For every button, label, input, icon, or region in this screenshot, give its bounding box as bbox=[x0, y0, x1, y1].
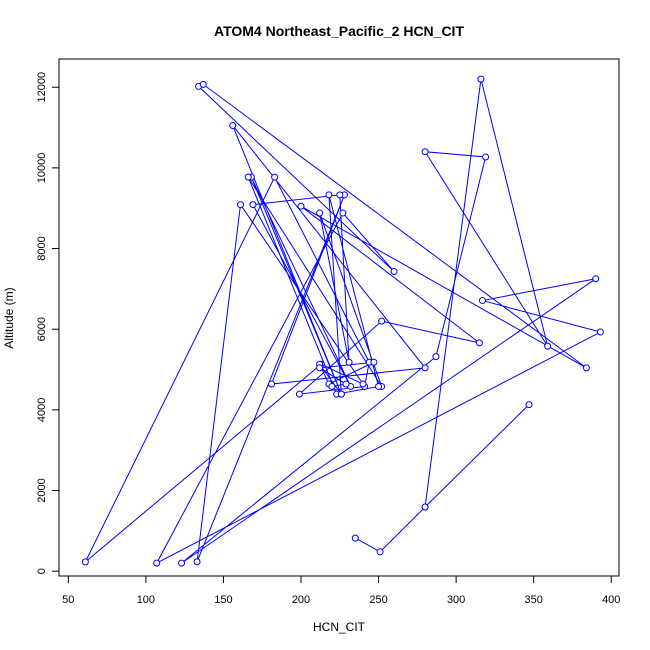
data-point bbox=[249, 201, 257, 209]
y-tick-label: 10000 bbox=[36, 153, 48, 184]
x-axis: 50 100 150 200 250 300 350 400 bbox=[62, 576, 620, 606]
x-tick-label: 50 bbox=[62, 594, 74, 606]
data-point bbox=[477, 75, 485, 83]
plot-frame bbox=[58, 58, 620, 577]
data-point bbox=[199, 80, 207, 88]
data-point bbox=[525, 401, 533, 409]
data-point bbox=[316, 364, 324, 372]
data-point bbox=[375, 382, 383, 390]
x-tick-label: 100 bbox=[137, 594, 155, 606]
data-point bbox=[351, 534, 359, 542]
x-axis-label: HCN_CIT bbox=[313, 620, 366, 634]
x-tick-label: 300 bbox=[447, 594, 465, 606]
data-point bbox=[325, 191, 333, 199]
data-point bbox=[544, 342, 552, 350]
data-point bbox=[229, 122, 237, 130]
data-point bbox=[268, 380, 276, 388]
data-point bbox=[316, 209, 324, 217]
series-line bbox=[84, 79, 602, 565]
y-tick-label: 6000 bbox=[36, 317, 48, 341]
data-point bbox=[432, 353, 440, 361]
x-tick-label: 350 bbox=[525, 594, 543, 606]
data-point bbox=[193, 558, 201, 566]
marker-layer bbox=[81, 75, 604, 567]
data-point bbox=[297, 202, 305, 210]
y-axis: 0 2000 4000 6000 8000 10000 12000 bbox=[36, 72, 59, 574]
y-tick-label: 4000 bbox=[36, 398, 48, 422]
data-point bbox=[421, 503, 429, 511]
data-point bbox=[81, 558, 89, 566]
data-point bbox=[244, 173, 252, 181]
data-point bbox=[376, 548, 384, 556]
data-point bbox=[596, 328, 604, 336]
y-tick-label: 2000 bbox=[36, 478, 48, 502]
y-tick-label: 0 bbox=[36, 568, 48, 574]
data-point bbox=[271, 173, 279, 181]
data-point bbox=[345, 358, 353, 366]
data-point bbox=[390, 268, 398, 276]
data-point bbox=[337, 390, 345, 398]
x-tick-label: 250 bbox=[369, 594, 387, 606]
data-point bbox=[475, 339, 483, 347]
data-point bbox=[370, 358, 378, 366]
data-point bbox=[359, 380, 367, 388]
data-point bbox=[295, 390, 303, 398]
data-point bbox=[153, 559, 161, 567]
y-tick-label: 8000 bbox=[36, 236, 48, 260]
data-point bbox=[328, 382, 336, 390]
data-point bbox=[592, 275, 600, 283]
data-point bbox=[378, 317, 386, 325]
chart-title: ATOM4 Northeast_Pacific_2 HCN_CIT bbox=[214, 23, 464, 39]
data-point bbox=[421, 148, 429, 156]
data-point bbox=[342, 380, 350, 388]
plot-area bbox=[58, 58, 620, 577]
data-point bbox=[478, 297, 486, 305]
data-point bbox=[336, 191, 344, 199]
data-point bbox=[339, 209, 347, 217]
x-tick-label: 150 bbox=[214, 594, 232, 606]
data-point bbox=[178, 559, 186, 567]
data-point bbox=[421, 364, 429, 372]
data-point bbox=[582, 364, 590, 372]
y-tick-label: 12000 bbox=[36, 72, 48, 103]
x-tick-label: 200 bbox=[292, 594, 310, 606]
data-point bbox=[482, 153, 490, 161]
y-axis-label: Altitude (m) bbox=[2, 287, 16, 348]
data-point bbox=[237, 201, 244, 209]
x-tick-label: 400 bbox=[602, 594, 620, 606]
series-layer bbox=[84, 79, 602, 565]
